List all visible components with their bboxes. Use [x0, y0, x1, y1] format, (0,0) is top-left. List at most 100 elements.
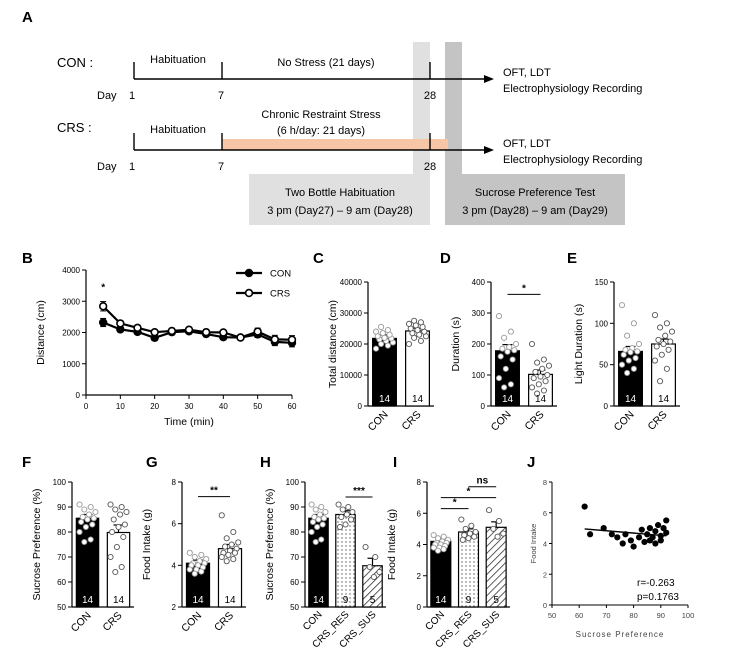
x-tick-label: 30 — [185, 402, 194, 411]
data-point — [372, 345, 380, 352]
data-point — [228, 541, 235, 548]
point-crs — [270, 335, 280, 344]
category-label: CRS — [212, 610, 236, 634]
con-habituation-label: Habituation — [150, 54, 206, 66]
y-tick-label: 80 — [290, 528, 299, 537]
data-point — [668, 328, 676, 335]
data-point — [109, 528, 116, 536]
scatter-point — [608, 531, 615, 538]
panel-label-a: A — [22, 9, 33, 26]
data-point — [618, 361, 626, 368]
x-tick-label: 10 — [116, 402, 125, 411]
scatter-point — [663, 529, 670, 536]
data-point — [634, 348, 641, 355]
data-point — [312, 506, 319, 513]
y-tick-label: 100 — [286, 478, 300, 487]
data-point — [495, 313, 503, 320]
data-point — [458, 516, 465, 523]
data-point — [218, 553, 225, 561]
con-row-label: CON : — [57, 55, 93, 70]
y-axis-title: Light Duration (s) — [573, 304, 585, 385]
point-crs — [236, 333, 245, 342]
y-tick-label: 90 — [290, 503, 299, 512]
y-tick-label: 50 — [290, 603, 299, 612]
data-point — [231, 549, 238, 556]
data-point — [528, 384, 536, 391]
panel-label-g: G — [146, 454, 158, 471]
data-point — [309, 518, 316, 526]
category-label: CRS — [399, 409, 423, 433]
data-point — [500, 530, 507, 537]
data-point — [630, 320, 637, 327]
scatter-point — [581, 503, 588, 510]
n-label: 14 — [192, 595, 204, 606]
data-point — [123, 508, 130, 516]
point-crs — [116, 319, 125, 328]
legend-label: CRS — [270, 289, 290, 300]
data-point — [540, 356, 547, 363]
scatter-point — [657, 537, 664, 544]
data-point — [528, 340, 536, 348]
data-point — [545, 362, 553, 369]
y-tick-label: 4 — [543, 540, 547, 549]
data-point — [87, 536, 94, 543]
data-point — [186, 566, 193, 573]
data-point — [494, 533, 501, 540]
scatter-point — [586, 531, 594, 538]
y-tick-label: 80 — [57, 528, 66, 537]
panel-h-bar-chart: 50 60 70 80 90 100 Sucrose Preference (%) 14 CON… — [264, 478, 386, 651]
crs-day-label: Day — [97, 161, 117, 173]
data-point — [235, 539, 242, 546]
data-point — [471, 533, 478, 540]
y-tick-label: 4000 — [62, 266, 80, 275]
data-point — [230, 528, 237, 536]
x-tick-label: 100 — [682, 611, 695, 620]
y-tick-label: 6 — [172, 520, 177, 529]
con-output-line1: OFT, LDT — [503, 67, 551, 79]
data-point — [198, 551, 205, 558]
spt-line2: 3 pm (Day28) – 9 am (Day29) — [462, 205, 608, 217]
data-point — [653, 343, 660, 350]
data-point — [430, 544, 437, 551]
data-point — [314, 523, 321, 531]
category-label: CON — [423, 609, 447, 633]
data-point — [663, 365, 670, 372]
data-point — [113, 543, 120, 551]
data-point — [345, 503, 352, 511]
tbh-line2: 3 pm (Day27) – 9 am (Day28) — [267, 205, 413, 217]
data-point — [534, 359, 541, 366]
scatter-point — [652, 540, 659, 547]
data-point — [497, 353, 504, 360]
data-point — [486, 507, 493, 514]
data-point — [501, 334, 508, 341]
data-point — [501, 384, 508, 391]
data-point — [537, 373, 544, 380]
data-point — [312, 538, 319, 546]
data-point — [118, 503, 125, 511]
y-tick-label: 8 — [417, 478, 422, 487]
data-point — [372, 553, 379, 561]
data-point — [321, 515, 328, 522]
data-point — [372, 328, 380, 335]
x-tick-label: 0 — [84, 402, 89, 411]
data-point — [76, 528, 83, 536]
y-tick-label: 2 — [172, 603, 177, 612]
data-point — [92, 508, 99, 516]
y-axis-title: Duration (s) — [450, 317, 462, 372]
data-point — [319, 521, 326, 528]
two-bottle-habituation-box — [249, 174, 430, 225]
n-label: 14 — [313, 595, 325, 606]
data-point — [186, 549, 193, 556]
data-point — [535, 381, 542, 388]
panel-label-b: B — [22, 250, 33, 267]
data-point — [620, 351, 627, 358]
y-tick-label: 300 — [472, 309, 486, 318]
n-label: 14 — [535, 394, 547, 405]
panel-f-bar-chart: 50 60 70 80 90 100 Sucrose Preference (%) 14 14 C… — [31, 478, 134, 635]
x-tick-label: 80 — [629, 611, 637, 620]
category-label: CON — [69, 610, 94, 635]
crs-output-line2: Electrophysiology Recording — [503, 154, 642, 166]
data-point — [81, 506, 88, 513]
